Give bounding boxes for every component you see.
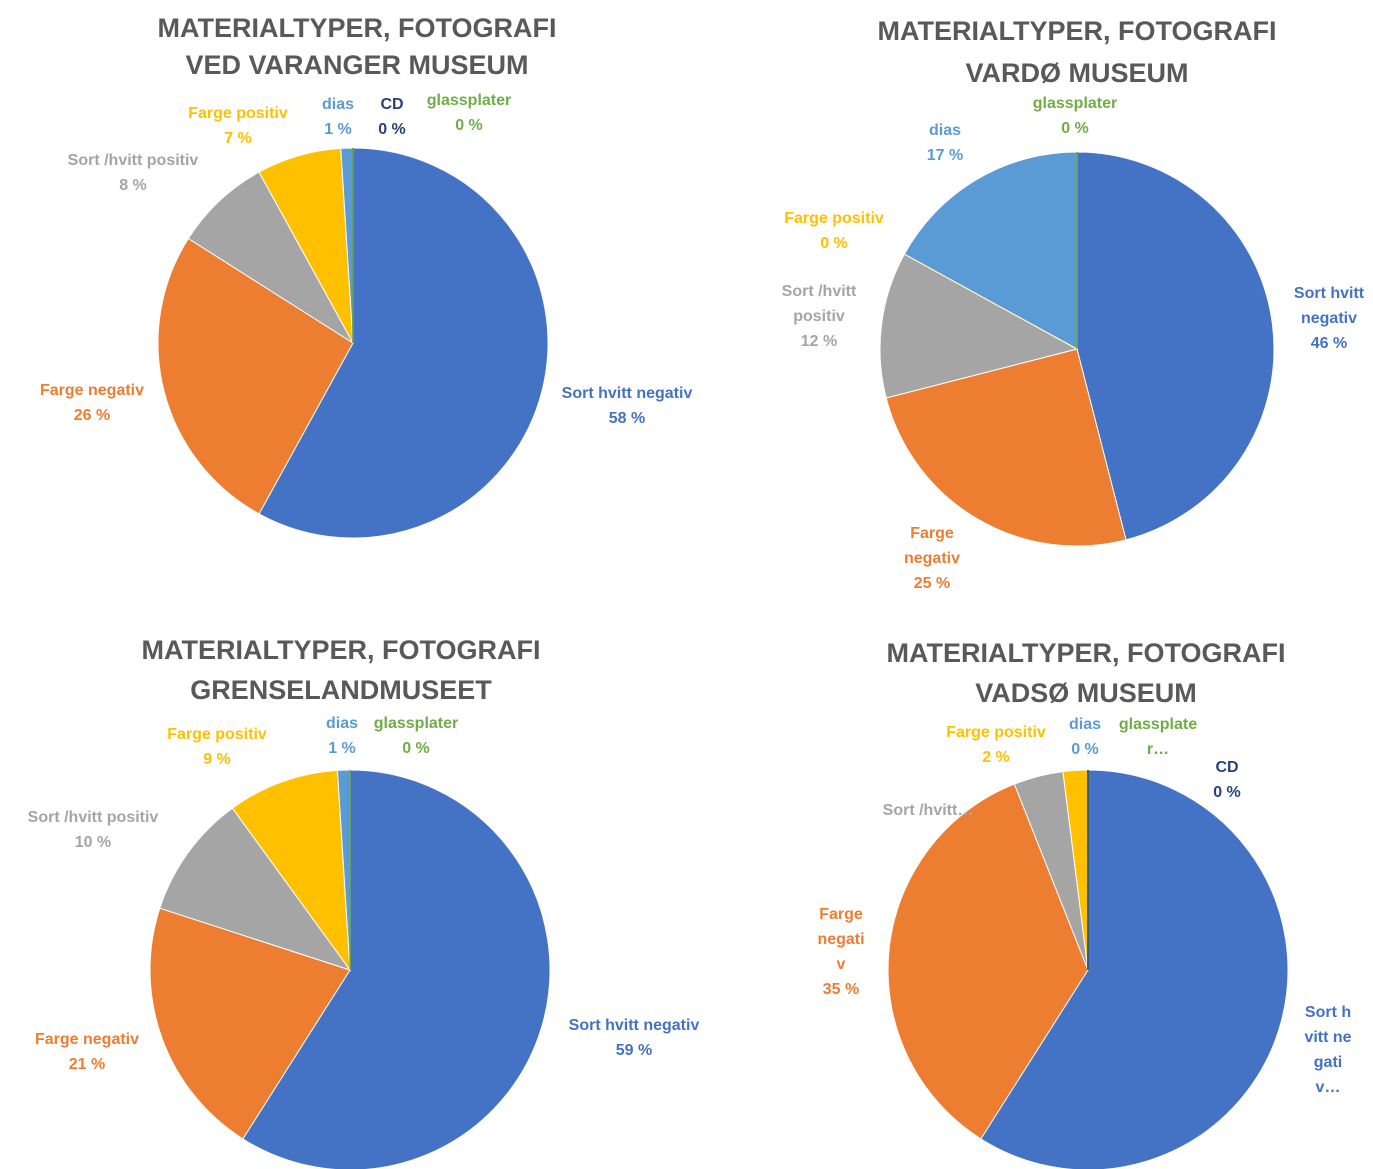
pie-slice bbox=[879, 253, 1079, 399]
chart-title: MATERIALTYPER, FOTOGRAFI bbox=[158, 13, 557, 43]
category-label: CD bbox=[380, 96, 404, 113]
category-label: Farge negativ bbox=[817, 906, 865, 973]
value-label: 0 % bbox=[1061, 120, 1089, 137]
data-label: Farge positiv 9 % bbox=[117, 722, 317, 772]
data-label: Sort hvitt negativ 58 % bbox=[527, 381, 727, 431]
chart-title: MATERIALTYPER, FOTOGRAFI bbox=[887, 638, 1286, 668]
chart-title: VADSØ MUSEUM bbox=[975, 678, 1197, 708]
value-label: 17 % bbox=[926, 147, 964, 164]
value-label: 12 % bbox=[800, 333, 838, 350]
value-label: 0 % bbox=[455, 117, 483, 134]
value-label: 0 % bbox=[378, 121, 406, 138]
value-label: 2 % bbox=[982, 749, 1010, 766]
pie-slice bbox=[157, 237, 354, 515]
category-label: Farge negativ bbox=[39, 382, 145, 399]
chart-title: VARDØ MUSEUM bbox=[965, 58, 1188, 88]
data-label: dias 17 % bbox=[895, 118, 995, 168]
category-label: glassplater bbox=[373, 715, 459, 732]
pie-slice bbox=[885, 348, 1127, 547]
value-label: 46 % bbox=[1310, 335, 1348, 352]
value-label: 0 % bbox=[1071, 741, 1099, 758]
data-label: Farge negativ 26 % bbox=[0, 378, 192, 428]
pie-slice bbox=[258, 147, 549, 539]
category-label: Sort hvitt negativ bbox=[561, 385, 693, 402]
value-label: 1 % bbox=[328, 740, 356, 757]
pie-slice bbox=[887, 783, 1089, 1140]
value-label: 1 % bbox=[324, 121, 352, 138]
value-label: 0 % bbox=[820, 235, 848, 252]
category-label: Farge positiv bbox=[167, 726, 267, 743]
category-label: Sort /hvitt positiv bbox=[27, 809, 159, 826]
category-label: dias bbox=[1068, 716, 1101, 733]
pie-slice bbox=[1076, 151, 1275, 541]
value-label: 35 % bbox=[822, 981, 860, 998]
category-label: Farge positiv bbox=[946, 724, 1046, 741]
category-label: Sort hvitt negativ bbox=[1293, 285, 1365, 327]
category-label: Sort hvitt negativ… bbox=[1304, 1004, 1352, 1096]
pie-slice bbox=[159, 807, 352, 971]
category-label: Farge positiv bbox=[188, 105, 288, 122]
pie-slice bbox=[903, 151, 1078, 350]
category-label: dias bbox=[321, 96, 354, 113]
pie-slice bbox=[187, 171, 354, 344]
category-label: Sort /hvitt… bbox=[882, 802, 974, 819]
category-label: Sort /hvitt positiv bbox=[67, 152, 199, 169]
value-label: 9 % bbox=[203, 751, 231, 768]
category-label: Farge positiv bbox=[784, 210, 884, 227]
category-label: glassplater bbox=[1032, 95, 1118, 112]
value-label: 59 % bbox=[615, 1042, 653, 1059]
category-label: Farge negativ bbox=[903, 525, 960, 567]
value-label: 21 % bbox=[68, 1056, 106, 1073]
value-label: 0 % bbox=[402, 740, 430, 757]
value-label: 0 % bbox=[1213, 784, 1241, 801]
category-label: dias bbox=[325, 715, 358, 732]
value-label: 25 % bbox=[913, 575, 951, 592]
data-label: Sort hvitt negativ 59 % bbox=[534, 1013, 734, 1063]
data-label: Farge positiv 0 % bbox=[734, 206, 934, 256]
data-label: Sort hvitt negativ 46 % bbox=[1284, 281, 1373, 356]
data-label: dias 1 % bbox=[308, 92, 368, 142]
category-label: Sort /hvitt positiv bbox=[781, 283, 857, 325]
data-label: Sort /hvitt… bbox=[868, 798, 988, 823]
category-label: glassplater bbox=[426, 92, 512, 109]
data-label: glassplater 0 % bbox=[975, 91, 1175, 141]
category-label: CD bbox=[1215, 759, 1239, 776]
chart-title: GRENSELANDMUSEET bbox=[190, 675, 492, 705]
chart-title: VED VARANGER MUSEUM bbox=[185, 50, 528, 80]
data-label: Sort hvitt negativ… bbox=[1304, 1000, 1352, 1100]
chart-title: MATERIALTYPER, FOTOGRAFI bbox=[142, 635, 541, 665]
value-label: 58 % bbox=[608, 410, 646, 427]
chart-title: MATERIALTYPER, FOTOGRAFI bbox=[878, 16, 1277, 46]
category-label: Sort hvitt negativ bbox=[568, 1017, 700, 1034]
data-label: Sort /hvitt positiv 8 % bbox=[33, 148, 233, 198]
data-label: glassplater 0 % bbox=[356, 711, 476, 761]
pie-slice bbox=[242, 769, 551, 1169]
category-label: Farge negativ bbox=[34, 1031, 140, 1048]
data-label: dias 1 % bbox=[312, 711, 372, 761]
data-label: Sort /hvitt positiv 10 % bbox=[0, 805, 193, 855]
value-label: 7 % bbox=[224, 130, 252, 147]
category-label: dias bbox=[928, 122, 961, 139]
value-label: 26 % bbox=[73, 407, 111, 424]
pie-slice bbox=[231, 769, 351, 972]
value-label: 10 % bbox=[74, 834, 112, 851]
data-label: Farge negativ 35 % bbox=[815, 902, 867, 1002]
data-label: Farge negativ 21 % bbox=[0, 1027, 187, 1077]
data-label: Sort /hvitt positiv 12 % bbox=[769, 279, 869, 354]
pie-slice bbox=[980, 769, 1289, 1169]
data-label: Farge positiv 2 % bbox=[931, 720, 1061, 770]
data-label: Farge negativ 25 % bbox=[892, 521, 972, 596]
data-label: glassplater 0 % bbox=[409, 88, 529, 138]
pie-slice bbox=[149, 907, 351, 1140]
data-label: CD 0 % bbox=[1197, 755, 1257, 805]
data-label: glassplater… bbox=[1113, 712, 1203, 762]
category-label: glassplater… bbox=[1118, 716, 1198, 758]
value-label: 8 % bbox=[119, 177, 147, 194]
data-label: Farge positiv 7 % bbox=[138, 101, 338, 151]
data-label: CD 0 % bbox=[362, 92, 422, 142]
data-label: dias 0 % bbox=[1065, 712, 1105, 762]
